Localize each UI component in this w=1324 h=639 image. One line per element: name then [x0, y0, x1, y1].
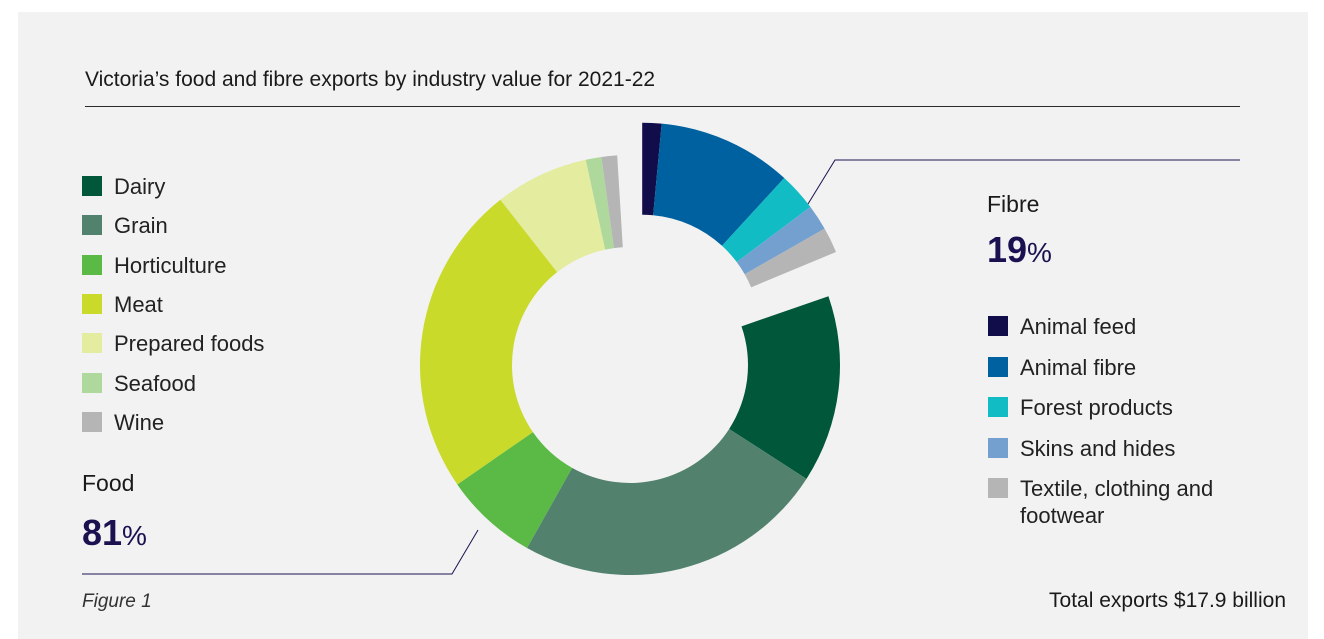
legend-swatch — [988, 356, 1008, 377]
legend-label: Textile, clothing and footwear — [1020, 476, 1214, 528]
legend-swatch — [82, 254, 102, 275]
legend-label: Prepared foods — [114, 331, 265, 357]
legend-label: Horticulture — [114, 252, 227, 278]
legend-label: Animal feed — [1020, 314, 1137, 339]
legend-swatch — [82, 411, 102, 432]
legend-swatch — [82, 176, 102, 196]
title-divider — [85, 106, 1240, 107]
legend-item-wine: Wine — [82, 409, 164, 436]
legend-item-dairy: Dairy — [82, 173, 165, 200]
slice-horticulture — [457, 432, 573, 549]
legend-label: Meat — [114, 291, 163, 317]
food-group-label: Food — [82, 470, 135, 496]
legend-swatch — [988, 397, 1008, 417]
food-percent-sign: % — [122, 520, 147, 551]
fibre-percent-value: 19 — [987, 229, 1028, 270]
total-exports: Total exports $17.9 billion — [1049, 589, 1286, 612]
slice-meat — [420, 199, 558, 485]
legend-swatch — [82, 333, 102, 354]
slice-animal-feed — [642, 122, 662, 216]
slice-grain — [527, 428, 807, 575]
legend-label: Wine — [114, 409, 165, 435]
slice-dairy — [729, 296, 841, 479]
legend-item-skins-and-hides: Skins and hides — [988, 435, 1175, 462]
legend-item-animal-feed: Animal feed — [988, 313, 1136, 340]
slice-skins-and-hides — [736, 206, 825, 275]
legend-item-meat: Meat — [82, 291, 163, 318]
slice-forest-products — [722, 178, 811, 263]
fibre-leader-line — [807, 159, 1240, 205]
legend-swatch — [82, 215, 102, 236]
legend-label: Grain — [114, 213, 168, 239]
chart-title: Victoria’s food and fibre exports by ind… — [85, 68, 656, 91]
slice-animal-fibre — [653, 123, 785, 246]
food-percent-value: 81 — [82, 512, 123, 553]
legend-label: Seafood — [114, 370, 196, 396]
slice-prepared-foods — [500, 159, 606, 273]
fibre-group-label: Fibre — [987, 191, 1040, 217]
figure-label: Figure 1 — [82, 591, 152, 612]
legend-item-forest-products: Forest products — [988, 394, 1173, 421]
legend-label: Animal fibre — [1020, 354, 1137, 380]
legend-item-prepared-foods: Prepared foods — [82, 330, 264, 357]
slice-wine — [601, 155, 623, 249]
fibre-group-percent: 19% — [987, 229, 1052, 271]
fibre-percent-sign: % — [1027, 237, 1052, 268]
legend-item-horticulture: Horticulture — [82, 252, 226, 279]
legend-swatch — [82, 372, 102, 393]
legend-label: Forest products — [1020, 395, 1173, 420]
food-leader-line — [82, 529, 479, 575]
legend-item-textile-clothing-and-footwear: Textile, clothing and footwear — [988, 475, 1235, 529]
food-group-percent: 81% — [82, 512, 147, 554]
legend-label: Skins and hides — [1020, 435, 1176, 461]
legend-swatch — [82, 293, 102, 314]
legend-swatch — [988, 316, 1008, 336]
legend-swatch — [988, 437, 1008, 458]
slice-textile-clothing-and-footwear — [744, 228, 837, 288]
legend-item-animal-fibre: Animal fibre — [988, 354, 1136, 381]
slice-seafood — [585, 156, 614, 250]
legend-item-seafood: Seafood — [82, 370, 196, 397]
legend-item-grain: Grain — [82, 212, 168, 239]
legend-swatch — [988, 478, 1008, 498]
legend-label: Dairy — [114, 174, 166, 199]
